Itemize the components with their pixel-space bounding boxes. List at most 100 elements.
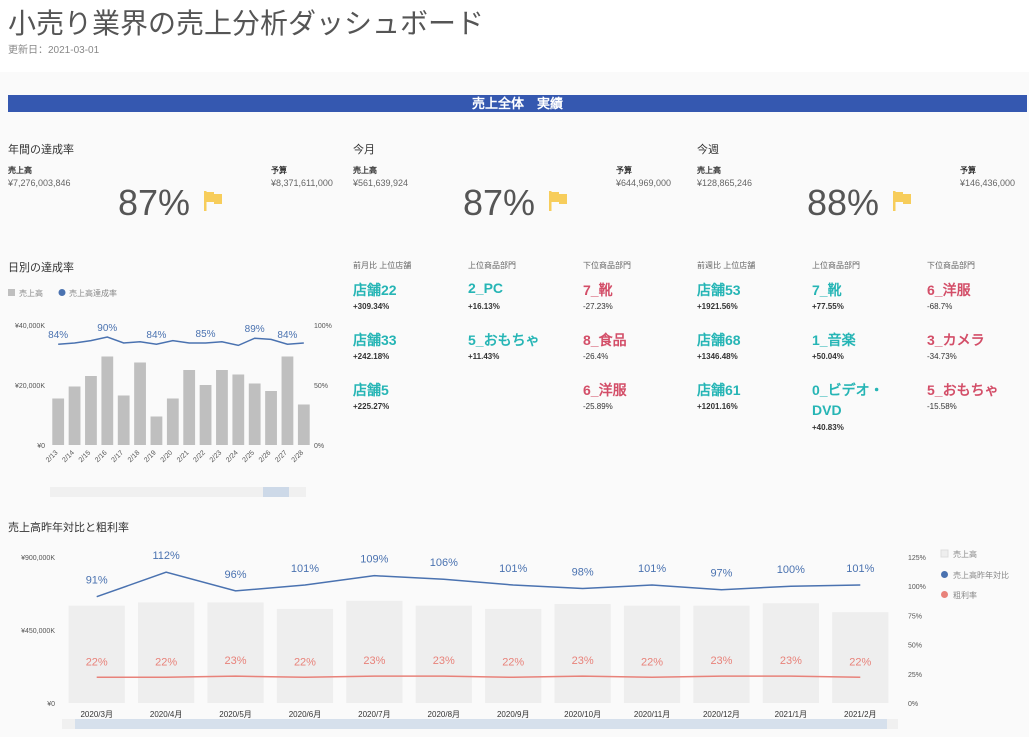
daily-rate-label: 90% bbox=[97, 323, 117, 334]
monthly-bar[interactable] bbox=[623, 605, 681, 703]
ranking-name[interactable]: 店舗33 bbox=[353, 332, 397, 348]
kpi-sales-label: 売上高 bbox=[8, 166, 32, 175]
legend-swatch-rate bbox=[58, 289, 66, 296]
y-right-tick-label: 50% bbox=[908, 643, 922, 650]
daily-bar[interactable] bbox=[52, 398, 65, 446]
monthly-bar[interactable] bbox=[346, 600, 403, 703]
x-tick-label: 2020/11月 bbox=[634, 710, 670, 719]
margin-label: 23% bbox=[363, 655, 385, 667]
margin-label: 22% bbox=[86, 656, 108, 668]
daily-bar[interactable] bbox=[117, 395, 130, 446]
ranking-change: -25.89% bbox=[583, 402, 613, 411]
x-tick-label: 2/14 bbox=[61, 449, 76, 464]
ranking-change: -34.73% bbox=[927, 352, 957, 361]
kpi-budget-label: 予算 bbox=[960, 166, 976, 175]
ranking-name[interactable]: 店舗53 bbox=[697, 282, 741, 298]
daily-rate-label: 85% bbox=[196, 329, 216, 340]
legend-yoy: 売上高昨年対比 bbox=[953, 570, 1009, 580]
monthly-bar[interactable] bbox=[68, 605, 125, 703]
yoy-line bbox=[96, 571, 861, 598]
ranking-name-line2[interactable]: DVD bbox=[812, 402, 842, 418]
daily-bar[interactable] bbox=[232, 374, 245, 446]
monthly-bar[interactable] bbox=[762, 603, 819, 703]
kpi-sales-value: ¥561,639,924 bbox=[353, 178, 409, 188]
daily-bar[interactable] bbox=[199, 385, 212, 445]
yoy-label: 101% bbox=[291, 563, 319, 575]
ranking-name[interactable]: 店舗5 bbox=[353, 382, 389, 398]
daily-bar[interactable] bbox=[281, 356, 294, 446]
daily-bar[interactable] bbox=[150, 416, 163, 446]
kpi-achievement-percent: 87% bbox=[463, 182, 536, 223]
daily-bar[interactable] bbox=[183, 370, 196, 445]
ranking-name[interactable]: 1_音楽 bbox=[812, 332, 856, 348]
daily-bar[interactable] bbox=[134, 362, 146, 446]
x-tick-label: 2/23 bbox=[209, 449, 224, 464]
ranking-change: -26.4% bbox=[583, 352, 609, 361]
ranking-change: -15.58% bbox=[927, 402, 957, 411]
flag-icon-shape bbox=[893, 191, 911, 211]
monthly-bar[interactable] bbox=[693, 605, 750, 703]
monthly-bar[interactable] bbox=[276, 608, 334, 703]
x-tick-label: 2/24 bbox=[225, 449, 240, 464]
daily-rate-label: 84% bbox=[277, 330, 297, 341]
daily-scrollbar[interactable] bbox=[50, 487, 306, 497]
legend-swatch-sales bbox=[8, 289, 15, 296]
x-tick-label: 2/27 bbox=[274, 449, 289, 464]
ranking-name[interactable]: 6_洋服 bbox=[927, 282, 971, 298]
y-tick-label: ¥450,000K bbox=[21, 628, 55, 635]
ranking-change: +77.55% bbox=[812, 302, 844, 311]
daily-bar[interactable] bbox=[166, 398, 179, 446]
daily-bar[interactable] bbox=[248, 383, 261, 446]
x-tick-label: 2/26 bbox=[258, 449, 273, 464]
ranking-change: +1201.16% bbox=[697, 402, 738, 411]
kpi-sales-label: 売上高 bbox=[697, 166, 721, 175]
y-tick-label: ¥0 bbox=[47, 701, 55, 708]
ranking-name[interactable]: 店舗61 bbox=[697, 382, 741, 398]
ranking-name[interactable]: 店舗68 bbox=[697, 332, 741, 348]
ranking-header: 前週比 上位店舗 bbox=[697, 261, 756, 270]
ranking-name[interactable]: 5_おもちゃ bbox=[927, 382, 999, 398]
margin-label: 23% bbox=[572, 655, 594, 667]
margin-label: 23% bbox=[710, 655, 732, 667]
ranking-name[interactable]: 5_おもちゃ bbox=[468, 332, 540, 348]
ranking-name-line1[interactable]: 0_ビデオ・ bbox=[812, 382, 884, 398]
daily-rate-label: 84% bbox=[48, 330, 68, 341]
ranking-name[interactable]: 3_カメラ bbox=[927, 332, 985, 348]
daily-scrollbar-thumb[interactable] bbox=[263, 487, 289, 497]
kpi-sales-value: ¥7,276,003,846 bbox=[8, 178, 71, 188]
y-tick-label: ¥900,000K bbox=[21, 555, 55, 562]
margin-label: 22% bbox=[502, 656, 524, 668]
ranking-name[interactable]: 2_PC bbox=[468, 280, 504, 296]
ranking-name[interactable]: 8_食品 bbox=[583, 332, 627, 348]
monthly-bar[interactable] bbox=[138, 602, 195, 703]
daily-bar[interactable] bbox=[297, 404, 310, 446]
daily-rate-label: 89% bbox=[245, 324, 265, 335]
ranking-name[interactable]: 7_靴 bbox=[583, 282, 613, 298]
daily-bar[interactable] bbox=[216, 370, 228, 445]
daily-bar[interactable] bbox=[265, 391, 277, 445]
x-tick-label: 2020/4月 bbox=[150, 710, 182, 719]
daily-bar[interactable] bbox=[101, 356, 114, 446]
ranking-name[interactable]: 7_靴 bbox=[812, 282, 842, 298]
x-tick-label: 2/15 bbox=[78, 449, 93, 464]
monthly-scrollbar-thumb[interactable] bbox=[75, 719, 887, 729]
ranking-change: +225.27% bbox=[353, 402, 390, 411]
daily-bar[interactable] bbox=[85, 376, 97, 445]
monthly-bar[interactable] bbox=[554, 604, 611, 703]
flag-icon bbox=[891, 190, 913, 217]
ranking-name[interactable]: 6_洋服 bbox=[583, 382, 627, 398]
monthly-bar[interactable] bbox=[415, 605, 472, 703]
x-tick-label: 2020/5月 bbox=[219, 710, 251, 719]
monthly-bar[interactable] bbox=[485, 608, 542, 703]
ranking-header: 下位商品部門 bbox=[583, 261, 631, 270]
daily-bar[interactable] bbox=[68, 386, 81, 446]
ranking-name[interactable]: 店舗22 bbox=[353, 282, 397, 298]
monthly-bar[interactable] bbox=[832, 612, 889, 703]
ranking-change: +40.83% bbox=[812, 423, 844, 432]
monthly-bar[interactable] bbox=[207, 602, 264, 703]
yoy-label: 97% bbox=[710, 568, 732, 580]
kpi-budget-value: ¥644,969,000 bbox=[616, 178, 672, 188]
flag-icon-shape bbox=[549, 191, 567, 211]
legend-sales: 売上高 bbox=[953, 549, 977, 559]
